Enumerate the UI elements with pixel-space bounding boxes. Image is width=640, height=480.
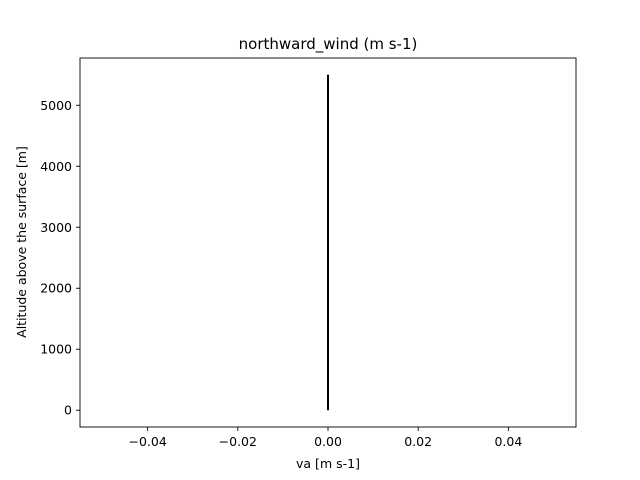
- y-tick-label: 3000: [40, 220, 72, 235]
- y-tick-label: 2000: [40, 281, 72, 296]
- y-tick-label: 0: [64, 403, 72, 418]
- x-tick-label: 0.00: [314, 434, 342, 449]
- y-axis-label: Altitude above the surface [m]: [14, 146, 29, 338]
- plot-frame: [79, 57, 577, 428]
- x-tick-label: 0.04: [494, 434, 522, 449]
- y-tick-label: 5000: [40, 98, 72, 113]
- x-tick-label: 0.02: [404, 434, 432, 449]
- y-tick-label: 1000: [40, 342, 72, 357]
- x-tick-label: −0.04: [128, 434, 166, 449]
- chart-title: northward_wind (m s-1): [239, 35, 418, 54]
- x-axis: −0.04 −0.02 0.00 0.02 0.04: [128, 427, 522, 449]
- y-tick-label: 4000: [40, 159, 72, 174]
- y-axis: 0 1000 2000 3000 4000 5000: [40, 98, 80, 418]
- x-tick-label: −0.02: [219, 434, 257, 449]
- x-axis-label: va [m s-1]: [296, 456, 360, 471]
